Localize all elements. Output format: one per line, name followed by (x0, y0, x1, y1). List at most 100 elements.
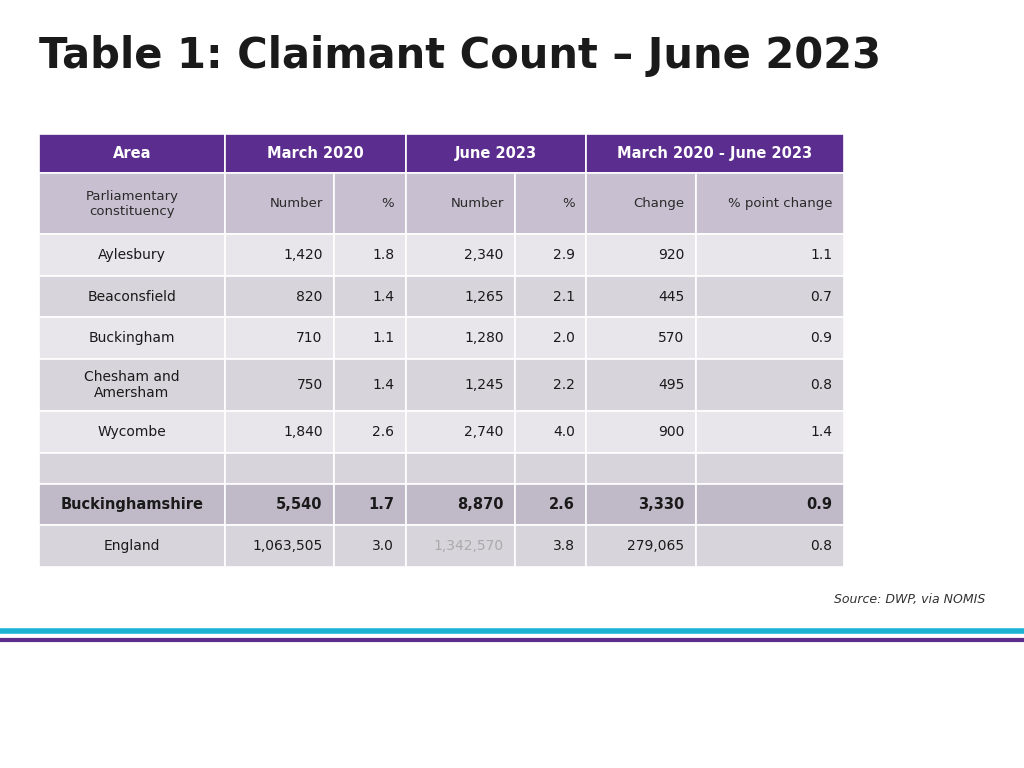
Bar (224, 134, 406, 173)
Bar (696, 411, 844, 453)
Text: 3.8: 3.8 (553, 539, 575, 553)
Text: 1,342,570: 1,342,570 (433, 539, 504, 553)
Bar (39, 173, 224, 234)
Bar (515, 453, 587, 484)
Text: 8,870: 8,870 (457, 497, 504, 512)
Text: 0.8: 0.8 (810, 378, 833, 392)
Text: 2.6: 2.6 (372, 425, 394, 439)
Text: Source: DWP, via NOMIS: Source: DWP, via NOMIS (834, 593, 985, 606)
Bar (515, 317, 587, 359)
Bar (39, 484, 224, 525)
Text: 5,540: 5,540 (276, 497, 323, 512)
Polygon shape (32, 705, 43, 723)
Bar (515, 484, 587, 525)
Bar (334, 484, 406, 525)
Bar (224, 525, 334, 567)
Text: 2.2: 2.2 (553, 378, 575, 392)
Text: 900: 900 (658, 425, 685, 439)
Text: 1.1: 1.1 (810, 248, 833, 262)
Bar (587, 276, 696, 317)
Text: 0.9: 0.9 (806, 497, 833, 512)
Bar (334, 234, 406, 276)
Text: 2.0: 2.0 (553, 331, 575, 346)
Bar (515, 234, 587, 276)
Bar (334, 173, 406, 234)
Bar (515, 276, 587, 317)
Text: Beaconsfield: Beaconsfield (87, 290, 176, 303)
Bar (696, 484, 844, 525)
Text: 0.9: 0.9 (810, 331, 833, 346)
Text: 2.9: 2.9 (553, 248, 575, 262)
Text: 2.6: 2.6 (549, 497, 575, 512)
Bar (696, 276, 844, 317)
Bar (406, 173, 515, 234)
Bar (587, 234, 696, 276)
Bar (334, 525, 406, 567)
Bar (406, 484, 515, 525)
Text: Aylesbury: Aylesbury (98, 248, 166, 262)
Text: 1.8: 1.8 (372, 248, 394, 262)
Text: Number: Number (451, 197, 504, 210)
Bar (696, 453, 844, 484)
Bar (334, 317, 406, 359)
Bar (334, 359, 406, 411)
Text: Change: Change (634, 197, 685, 210)
Text: 279,065: 279,065 (628, 539, 685, 553)
Bar (587, 134, 844, 173)
Bar (587, 484, 696, 525)
Bar (55, 705, 73, 723)
Bar (587, 525, 696, 567)
Text: March 2020: March 2020 (266, 146, 364, 161)
Text: In partnership with:: In partnership with: (312, 654, 415, 664)
Text: Chesham and
Amersham: Chesham and Amersham (84, 370, 179, 400)
Text: 1,280: 1,280 (464, 331, 504, 346)
Text: 1.7: 1.7 (368, 497, 394, 512)
Bar (32, 660, 43, 723)
Text: 1.4: 1.4 (810, 425, 833, 439)
Text: 820: 820 (296, 290, 323, 303)
Text: THE ENTREPRENEURIAL HEART OF BRITAIN: THE ENTREPRENEURIAL HEART OF BRITAIN (312, 730, 461, 736)
Bar (406, 276, 515, 317)
Bar (39, 453, 224, 484)
Bar (696, 359, 844, 411)
Text: 3,330: 3,330 (638, 497, 685, 512)
Text: 2,740: 2,740 (464, 425, 504, 439)
Text: 1.4: 1.4 (372, 378, 394, 392)
Bar (0, 640, 1024, 768)
Text: Area: Area (113, 146, 151, 161)
Bar (224, 173, 334, 234)
Text: 495: 495 (658, 378, 685, 392)
Bar (406, 411, 515, 453)
Text: 2.1: 2.1 (553, 290, 575, 303)
Text: SKILLS HUB: SKILLS HUB (97, 706, 146, 715)
Bar (224, 453, 334, 484)
Text: 1,840: 1,840 (283, 425, 323, 439)
Text: 750: 750 (297, 378, 323, 392)
Bar (224, 234, 334, 276)
Bar (224, 411, 334, 453)
Text: LOCAL ENTERPRISE: LOCAL ENTERPRISE (312, 700, 399, 710)
Bar (39, 359, 224, 411)
Bar (406, 134, 587, 173)
Polygon shape (55, 723, 94, 753)
Bar (696, 525, 844, 567)
Bar (224, 359, 334, 411)
Bar (515, 359, 587, 411)
Text: 1,063,505: 1,063,505 (253, 539, 323, 553)
Text: June 2023: June 2023 (455, 146, 538, 161)
Text: 3.0: 3.0 (373, 539, 394, 553)
Text: 1,420: 1,420 (284, 248, 323, 262)
Text: Buckingham: Buckingham (88, 331, 175, 346)
Bar (334, 411, 406, 453)
Text: Number: Number (269, 197, 323, 210)
Bar (39, 525, 224, 567)
Bar (39, 234, 224, 276)
Text: T.   01494 927130: T. 01494 927130 (829, 654, 930, 664)
Text: 4.0: 4.0 (553, 425, 575, 439)
Bar (334, 276, 406, 317)
Text: 1,245: 1,245 (464, 378, 504, 392)
Bar (224, 317, 334, 359)
Bar (406, 359, 515, 411)
Text: 445: 445 (658, 290, 685, 303)
Polygon shape (32, 723, 67, 753)
